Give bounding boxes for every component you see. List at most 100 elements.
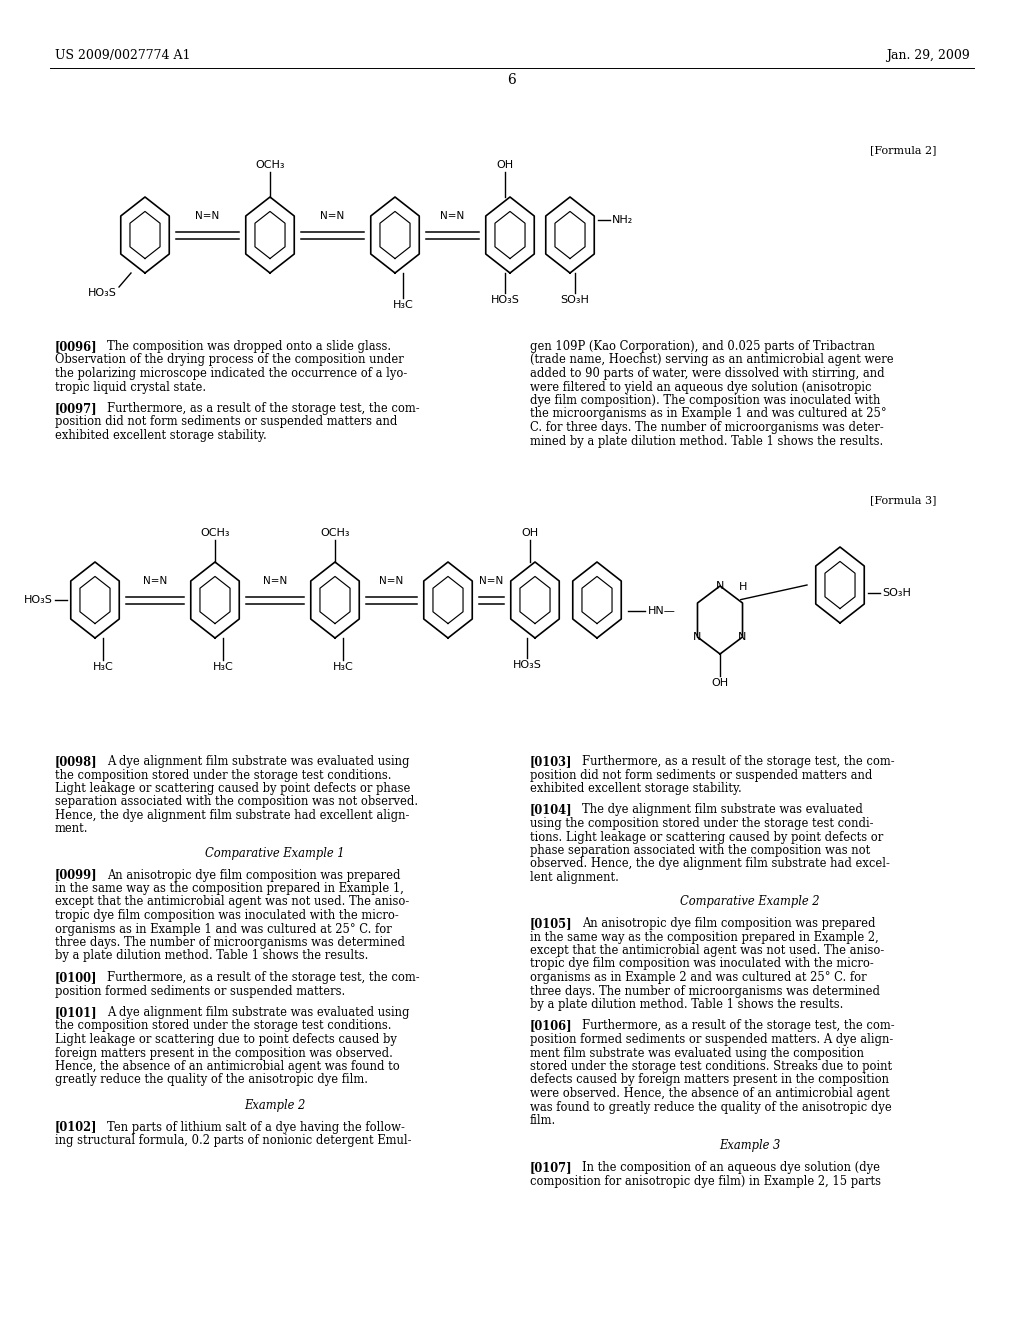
Text: dye film composition). The composition was inoculated with: dye film composition). The composition w… <box>530 393 881 407</box>
Text: N=N: N=N <box>321 211 345 220</box>
Text: HN—: HN— <box>648 606 676 616</box>
Text: N=N: N=N <box>440 211 465 220</box>
Text: HO₃S: HO₃S <box>490 294 519 305</box>
Text: OCH₃: OCH₃ <box>321 528 350 539</box>
Text: N: N <box>738 632 746 642</box>
Text: Furthermore, as a result of the storage test, the com-: Furthermore, as a result of the storage … <box>582 1019 895 1032</box>
Text: [0097]: [0097] <box>55 403 97 414</box>
Text: by a plate dilution method. Table 1 shows the results.: by a plate dilution method. Table 1 show… <box>55 949 369 962</box>
Text: An anisotropic dye film composition was prepared: An anisotropic dye film composition was … <box>582 917 876 931</box>
Text: HO₃S: HO₃S <box>25 595 53 605</box>
Text: Comparative Example 2: Comparative Example 2 <box>680 895 820 908</box>
Text: phase separation associated with the composition was not: phase separation associated with the com… <box>530 843 870 857</box>
Text: SO₃H: SO₃H <box>882 587 911 598</box>
Text: added to 90 parts of water, were dissolved with stirring, and: added to 90 parts of water, were dissolv… <box>530 367 885 380</box>
Text: tropic dye film composition was inoculated with the micro-: tropic dye film composition was inoculat… <box>530 957 873 970</box>
Text: except that the antimicrobial agent was not used. The aniso-: except that the antimicrobial agent was … <box>55 895 410 908</box>
Text: SO₃H: SO₃H <box>560 294 590 305</box>
Text: The dye alignment film substrate was evaluated: The dye alignment film substrate was eva… <box>582 804 863 817</box>
Text: US 2009/0027774 A1: US 2009/0027774 A1 <box>55 49 190 62</box>
Text: [0099]: [0099] <box>55 869 97 882</box>
Text: HO₃S: HO₃S <box>513 660 542 671</box>
Text: [0104]: [0104] <box>530 804 572 817</box>
Text: Observation of the drying process of the composition under: Observation of the drying process of the… <box>55 354 403 367</box>
Text: organisms as in Example 2 and was cultured at 25° C. for: organisms as in Example 2 and was cultur… <box>530 972 866 983</box>
Text: Light leakage or scattering due to point defects caused by: Light leakage or scattering due to point… <box>55 1034 397 1045</box>
Text: separation associated with the composition was not observed.: separation associated with the compositi… <box>55 796 418 808</box>
Text: using the composition stored under the storage test condi-: using the composition stored under the s… <box>530 817 873 830</box>
Text: 6: 6 <box>508 73 516 87</box>
Text: OH: OH <box>521 528 539 539</box>
Text: in the same way as the composition prepared in Example 2,: in the same way as the composition prepa… <box>530 931 879 944</box>
Text: was found to greatly reduce the quality of the anisotropic dye: was found to greatly reduce the quality … <box>530 1101 892 1114</box>
Text: position formed sediments or suspended matters. A dye align-: position formed sediments or suspended m… <box>530 1034 893 1045</box>
Text: NH₂: NH₂ <box>612 215 633 224</box>
Text: [0102]: [0102] <box>55 1121 97 1134</box>
Text: [0106]: [0106] <box>530 1019 572 1032</box>
Text: were filtered to yield an aqueous dye solution (anisotropic: were filtered to yield an aqueous dye so… <box>530 380 871 393</box>
Text: [0107]: [0107] <box>530 1162 572 1173</box>
Text: N=N: N=N <box>379 576 403 586</box>
Text: HO₃S: HO₃S <box>88 288 117 298</box>
Text: except that the antimicrobial agent was not used. The aniso-: except that the antimicrobial agent was … <box>530 944 885 957</box>
Text: Furthermore, as a result of the storage test, the com-: Furthermore, as a result of the storage … <box>106 403 420 414</box>
Text: N=N: N=N <box>479 576 504 586</box>
Text: [0096]: [0096] <box>55 341 97 352</box>
Text: A dye alignment film substrate was evaluated using: A dye alignment film substrate was evalu… <box>106 1006 410 1019</box>
Text: ment film substrate was evaluated using the composition: ment film substrate was evaluated using … <box>530 1047 864 1060</box>
Text: [0101]: [0101] <box>55 1006 97 1019</box>
Text: in the same way as the composition prepared in Example 1,: in the same way as the composition prepa… <box>55 882 403 895</box>
Text: Comparative Example 1: Comparative Example 1 <box>205 847 345 861</box>
Text: Jan. 29, 2009: Jan. 29, 2009 <box>886 49 970 62</box>
Text: Furthermore, as a result of the storage test, the com-: Furthermore, as a result of the storage … <box>582 755 895 768</box>
Text: Hence, the absence of an antimicrobial agent was found to: Hence, the absence of an antimicrobial a… <box>55 1060 399 1073</box>
Text: three days. The number of microorganisms was determined: three days. The number of microorganisms… <box>55 936 406 949</box>
Text: N=N: N=N <box>143 576 167 586</box>
Text: A dye alignment film substrate was evaluated using: A dye alignment film substrate was evalu… <box>106 755 410 768</box>
Text: tropic dye film composition was inoculated with the micro-: tropic dye film composition was inoculat… <box>55 909 398 921</box>
Text: film.: film. <box>530 1114 556 1127</box>
Text: The composition was dropped onto a slide glass.: The composition was dropped onto a slide… <box>106 341 391 352</box>
Text: three days. The number of microorganisms was determined: three days. The number of microorganisms… <box>530 985 880 998</box>
Text: mined by a plate dilution method. Table 1 shows the results.: mined by a plate dilution method. Table … <box>530 434 884 447</box>
Text: defects caused by foreign matters present in the composition: defects caused by foreign matters presen… <box>530 1073 889 1086</box>
Text: OH: OH <box>497 160 514 170</box>
Text: tions. Light leakage or scattering caused by point defects or: tions. Light leakage or scattering cause… <box>530 830 884 843</box>
Text: [0105]: [0105] <box>530 917 572 931</box>
Text: greatly reduce the quality of the anisotropic dye film.: greatly reduce the quality of the anisot… <box>55 1073 368 1086</box>
Text: were observed. Hence, the absence of an antimicrobial agent: were observed. Hence, the absence of an … <box>530 1086 890 1100</box>
Text: OH: OH <box>712 678 728 688</box>
Text: position did not form sediments or suspended matters and: position did not form sediments or suspe… <box>55 416 397 429</box>
Text: H₃C: H₃C <box>393 300 414 310</box>
Text: N=N: N=N <box>263 576 287 586</box>
Text: the composition stored under the storage test conditions.: the composition stored under the storage… <box>55 1019 391 1032</box>
Text: tropic liquid crystal state.: tropic liquid crystal state. <box>55 380 206 393</box>
Text: [Formula 3]: [Formula 3] <box>870 495 937 506</box>
Text: exhibited excellent storage stability.: exhibited excellent storage stability. <box>530 781 741 795</box>
Text: lent alignment.: lent alignment. <box>530 871 618 884</box>
Text: composition for anisotropic dye film) in Example 2, 15 parts: composition for anisotropic dye film) in… <box>530 1175 881 1188</box>
Text: position did not form sediments or suspended matters and: position did not form sediments or suspe… <box>530 768 872 781</box>
Text: the microorganisms as in Example 1 and was cultured at 25°: the microorganisms as in Example 1 and w… <box>530 408 887 421</box>
Text: exhibited excellent storage stability.: exhibited excellent storage stability. <box>55 429 266 442</box>
Text: stored under the storage test conditions. Streaks due to point: stored under the storage test conditions… <box>530 1060 892 1073</box>
Text: N=N: N=N <box>196 211 219 220</box>
Text: Hence, the dye alignment film substrate had excellent align-: Hence, the dye alignment film substrate … <box>55 809 410 822</box>
Text: An anisotropic dye film composition was prepared: An anisotropic dye film composition was … <box>106 869 400 882</box>
Text: organisms as in Example 1 and was cultured at 25° C. for: organisms as in Example 1 and was cultur… <box>55 923 392 936</box>
Text: [0100]: [0100] <box>55 972 97 983</box>
Text: In the composition of an aqueous dye solution (dye: In the composition of an aqueous dye sol… <box>582 1162 880 1173</box>
Text: foreign matters present in the composition was observed.: foreign matters present in the compositi… <box>55 1047 393 1060</box>
Text: the composition stored under the storage test conditions.: the composition stored under the storage… <box>55 768 391 781</box>
Text: H: H <box>738 582 746 591</box>
Text: observed. Hence, the dye alignment film substrate had excel-: observed. Hence, the dye alignment film … <box>530 858 890 870</box>
Text: H₃C: H₃C <box>333 663 353 672</box>
Text: Light leakage or scattering caused by point defects or phase: Light leakage or scattering caused by po… <box>55 781 411 795</box>
Text: Ten parts of lithium salt of a dye having the follow-: Ten parts of lithium salt of a dye havin… <box>106 1121 404 1134</box>
Text: C. for three days. The number of microorganisms was deter-: C. for three days. The number of microor… <box>530 421 884 434</box>
Text: OCH₃: OCH₃ <box>201 528 229 539</box>
Text: H₃C: H₃C <box>93 663 114 672</box>
Text: position formed sediments or suspended matters.: position formed sediments or suspended m… <box>55 985 345 998</box>
Text: gen 109P (Kao Corporation), and 0.025 parts of Tribactran: gen 109P (Kao Corporation), and 0.025 pa… <box>530 341 874 352</box>
Text: Example 2: Example 2 <box>245 1100 306 1111</box>
